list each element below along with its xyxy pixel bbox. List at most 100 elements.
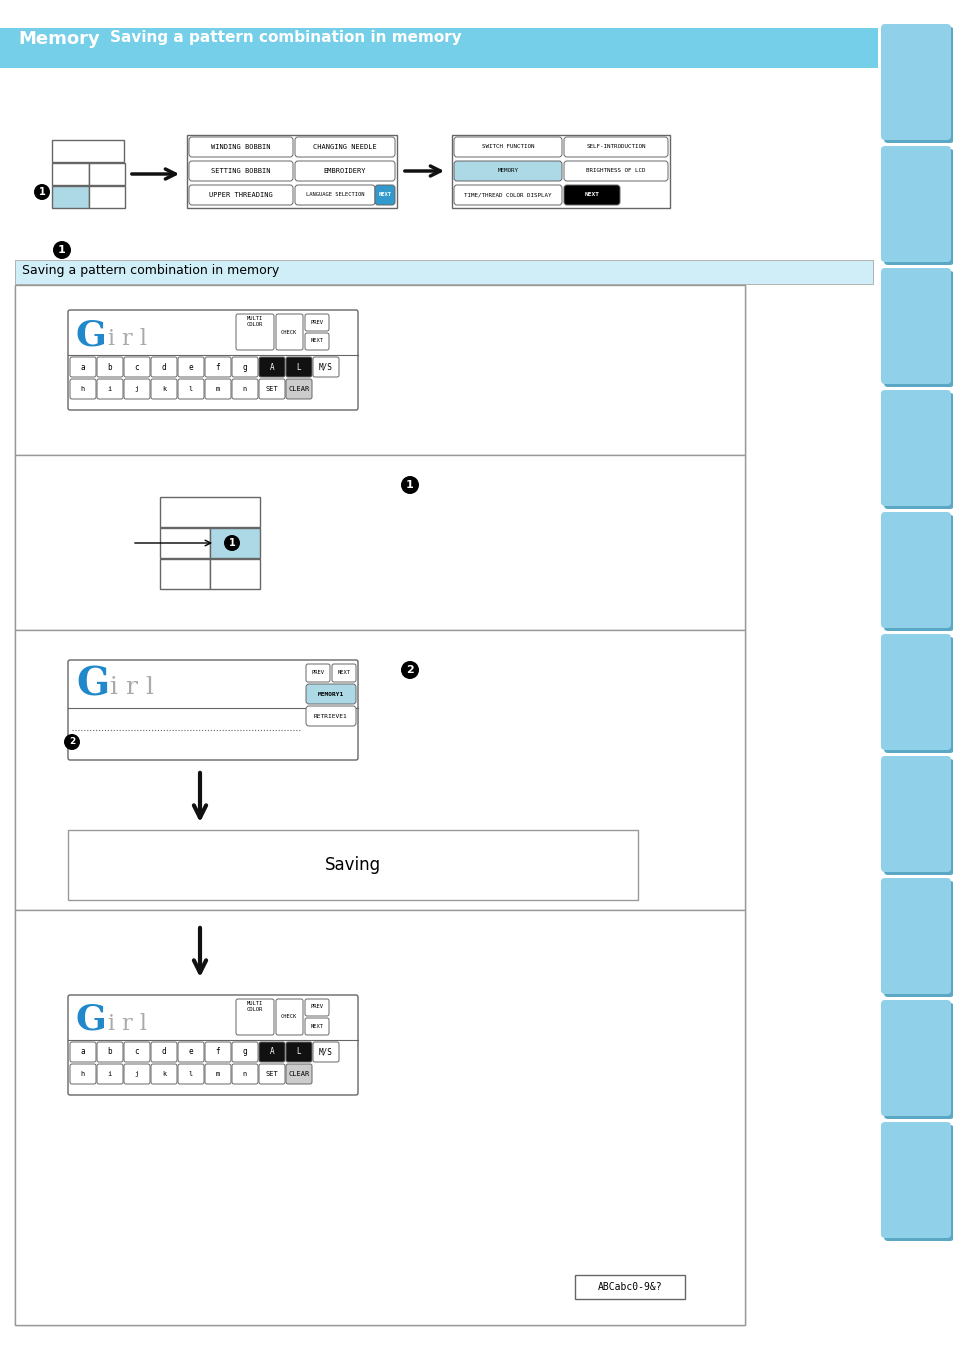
FancyBboxPatch shape bbox=[294, 161, 395, 181]
FancyBboxPatch shape bbox=[880, 390, 950, 506]
Text: b: b bbox=[108, 363, 112, 371]
Text: PREV: PREV bbox=[310, 320, 323, 325]
Text: G: G bbox=[76, 1004, 107, 1037]
FancyBboxPatch shape bbox=[375, 185, 395, 205]
Bar bbox=[160, 496, 260, 527]
FancyBboxPatch shape bbox=[563, 161, 667, 181]
Text: SELF-INTRODUCTION: SELF-INTRODUCTION bbox=[586, 144, 645, 150]
FancyBboxPatch shape bbox=[124, 1041, 150, 1062]
FancyBboxPatch shape bbox=[332, 664, 355, 683]
Text: f: f bbox=[215, 1048, 220, 1056]
Text: CHECK: CHECK bbox=[280, 1014, 296, 1020]
FancyBboxPatch shape bbox=[883, 881, 953, 997]
FancyBboxPatch shape bbox=[275, 314, 303, 349]
Text: g: g bbox=[242, 363, 247, 371]
Text: 1: 1 bbox=[229, 538, 235, 548]
Text: i: i bbox=[108, 1071, 112, 1077]
Bar bbox=[15, 260, 872, 285]
Text: l: l bbox=[189, 386, 193, 393]
Text: Memory: Memory bbox=[18, 30, 100, 49]
FancyBboxPatch shape bbox=[70, 379, 96, 399]
FancyBboxPatch shape bbox=[151, 1064, 177, 1085]
FancyBboxPatch shape bbox=[189, 138, 293, 156]
Bar bbox=[15, 285, 744, 1325]
FancyBboxPatch shape bbox=[286, 1064, 312, 1085]
Text: A: A bbox=[270, 1048, 274, 1056]
FancyBboxPatch shape bbox=[306, 684, 355, 704]
Bar bbox=[15, 455, 744, 630]
FancyBboxPatch shape bbox=[178, 1064, 204, 1085]
FancyBboxPatch shape bbox=[294, 138, 395, 156]
Bar bbox=[575, 1275, 684, 1299]
FancyBboxPatch shape bbox=[306, 664, 330, 683]
Text: 2: 2 bbox=[69, 738, 75, 746]
Text: SETTING BOBBIN: SETTING BOBBIN bbox=[211, 169, 271, 174]
Text: PREV: PREV bbox=[310, 1005, 323, 1009]
FancyBboxPatch shape bbox=[232, 357, 257, 376]
Text: PREV: PREV bbox=[312, 670, 324, 676]
FancyBboxPatch shape bbox=[68, 660, 357, 759]
Circle shape bbox=[64, 734, 80, 750]
Text: d: d bbox=[161, 1048, 166, 1056]
FancyBboxPatch shape bbox=[124, 1064, 150, 1085]
FancyBboxPatch shape bbox=[205, 357, 231, 376]
Text: k: k bbox=[162, 386, 166, 393]
Bar bbox=[0, 28, 877, 67]
Text: CLEAR: CLEAR bbox=[288, 1071, 310, 1077]
Text: e: e bbox=[189, 363, 193, 371]
Text: h: h bbox=[81, 386, 85, 393]
FancyBboxPatch shape bbox=[883, 148, 953, 264]
FancyBboxPatch shape bbox=[883, 515, 953, 631]
Text: c: c bbox=[134, 1048, 139, 1056]
FancyBboxPatch shape bbox=[68, 310, 357, 410]
Circle shape bbox=[400, 476, 418, 494]
FancyBboxPatch shape bbox=[880, 24, 950, 140]
Text: d: d bbox=[161, 363, 166, 371]
Text: 1: 1 bbox=[38, 188, 46, 197]
Text: i r l: i r l bbox=[108, 328, 147, 349]
Text: NEXT: NEXT bbox=[310, 339, 323, 344]
Text: NEXT: NEXT bbox=[310, 1024, 323, 1028]
Text: Saving a pattern combination in memory: Saving a pattern combination in memory bbox=[110, 30, 461, 45]
Text: k: k bbox=[162, 1071, 166, 1077]
Text: MULTI
COLOR: MULTI COLOR bbox=[247, 316, 263, 326]
FancyBboxPatch shape bbox=[454, 138, 561, 156]
FancyBboxPatch shape bbox=[305, 1000, 329, 1016]
FancyBboxPatch shape bbox=[235, 1000, 274, 1035]
Bar bbox=[89, 163, 125, 185]
Text: SWITCH FUNCTION: SWITCH FUNCTION bbox=[481, 144, 534, 150]
FancyBboxPatch shape bbox=[205, 1041, 231, 1062]
FancyBboxPatch shape bbox=[313, 357, 338, 376]
FancyBboxPatch shape bbox=[880, 755, 950, 871]
Text: M/S: M/S bbox=[318, 1048, 333, 1056]
FancyBboxPatch shape bbox=[454, 161, 561, 181]
Text: EMBROIDERY: EMBROIDERY bbox=[323, 169, 366, 174]
Text: 1: 1 bbox=[58, 246, 66, 255]
Circle shape bbox=[34, 183, 50, 200]
Text: L: L bbox=[296, 1048, 301, 1056]
FancyBboxPatch shape bbox=[205, 1064, 231, 1085]
Bar bbox=[160, 527, 210, 558]
FancyBboxPatch shape bbox=[305, 1018, 329, 1035]
Text: TIME/THREAD COLOR DISPLAY: TIME/THREAD COLOR DISPLAY bbox=[464, 193, 551, 197]
Bar bbox=[187, 135, 396, 208]
Text: i r l: i r l bbox=[108, 1013, 147, 1035]
FancyBboxPatch shape bbox=[151, 379, 177, 399]
Text: n: n bbox=[243, 386, 247, 393]
Bar bbox=[52, 186, 89, 208]
Bar bbox=[68, 830, 638, 900]
FancyBboxPatch shape bbox=[883, 271, 953, 387]
FancyBboxPatch shape bbox=[124, 379, 150, 399]
Text: MEMORY: MEMORY bbox=[497, 169, 518, 174]
FancyBboxPatch shape bbox=[294, 185, 375, 205]
Text: b: b bbox=[108, 1048, 112, 1056]
FancyBboxPatch shape bbox=[883, 27, 953, 143]
FancyBboxPatch shape bbox=[286, 357, 312, 376]
Text: g: g bbox=[242, 1048, 247, 1056]
FancyBboxPatch shape bbox=[880, 1000, 950, 1116]
Text: f: f bbox=[215, 363, 220, 371]
FancyBboxPatch shape bbox=[151, 357, 177, 376]
Text: LANGUAGE SELECTION: LANGUAGE SELECTION bbox=[305, 193, 364, 197]
Text: n: n bbox=[243, 1071, 247, 1077]
FancyBboxPatch shape bbox=[178, 357, 204, 376]
